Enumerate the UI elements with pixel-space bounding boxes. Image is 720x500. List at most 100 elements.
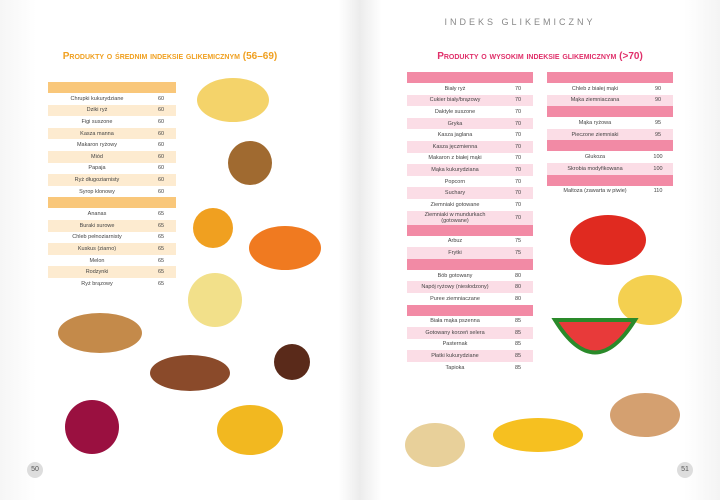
name-cell: Mąka ryżowa (578, 119, 612, 126)
value-cell: 85 (514, 318, 522, 325)
table-row: Bób gotowany 80 (407, 270, 533, 282)
name-cell: Daktyle suszone (434, 108, 476, 115)
name-cell: Gotowany korzeń selera (425, 329, 485, 336)
table-row: Chrupki kukurydziane 60 (48, 93, 176, 105)
name-cell: Popcorn (444, 178, 466, 185)
value-cell: 60 (157, 95, 165, 102)
value-cell: 90 (654, 97, 662, 104)
table-row: Glukoza 100 (547, 151, 673, 163)
value-cell: 95 (654, 131, 662, 138)
parsnip (405, 423, 465, 467)
table-row: Makaron z białej mąki 70 (407, 153, 533, 165)
table-row: Cukier biały/brązowy 70 (407, 94, 533, 107)
name-cell: Skrobia modyfikowana (567, 165, 623, 172)
value-cell: 70 (514, 201, 522, 208)
table-row: Mąka ryżowa 95 (547, 117, 673, 129)
table-row: Chleb z białej mąki 90 (547, 83, 673, 95)
table-row: Chleb pełnoziarnisty 65 (48, 232, 176, 244)
raisins (274, 344, 310, 380)
name-cell: Arbuz (447, 238, 463, 245)
value-cell: 85 (514, 329, 522, 336)
table-row: Mąka ziemniaczana 90 (547, 94, 673, 107)
value-cell: 65 (157, 245, 165, 252)
value-cell: 70 (514, 178, 522, 185)
honey (193, 208, 233, 248)
name-cell: Suchary (444, 190, 466, 197)
name-cell: Bób gotowany (437, 272, 473, 279)
name-cell: Makaron ryżowy (76, 142, 118, 149)
table: Chrupki kukurydziane 60 Dziki ryż 60 Figi su… (48, 82, 176, 290)
page-number: 51 (677, 462, 693, 478)
bread (58, 313, 142, 353)
table-row: Gotowany korzeń selera 85 (407, 327, 533, 339)
name-cell: Mąka ziemniaczana (570, 97, 620, 104)
pasta (618, 275, 682, 325)
name-cell: Płatki kukurydziane (431, 353, 479, 360)
name-cell: Buraki surowe (79, 222, 115, 229)
table-row: Napój ryżowy (niesłodzony) 80 (407, 281, 533, 293)
table-row: Daktyle suszone 70 (407, 106, 533, 118)
table-row: Puree ziemniaczane 80 (407, 293, 533, 305)
page-number: 50 (27, 462, 43, 478)
table-row: Arbuz 75 (407, 236, 533, 248)
name-cell: Kasza manna (80, 130, 114, 137)
value-cell: 70 (514, 120, 522, 127)
value-cell: 70 (514, 97, 522, 104)
table-row: Ziemniaki gotowane 70 (407, 199, 533, 211)
table-row: Biały ryż 70 (407, 83, 533, 95)
value-cell: 60 (157, 153, 165, 160)
value-cell: 75 (514, 249, 522, 256)
name-cell: Gryka (447, 120, 463, 127)
value-cell: 70 (514, 166, 522, 173)
table-row: Buraki surowe 65 (48, 219, 176, 232)
name-cell: Maltoza (zawarta w piwie) (563, 188, 627, 195)
group-bar (407, 304, 533, 316)
name-cell: Biały ryż (444, 85, 466, 92)
value-cell: 85 (514, 364, 522, 371)
potatoes (570, 215, 646, 265)
name-cell: Ryż długoziarnisty (74, 176, 120, 183)
table-row: Figi suszone 60 (48, 116, 176, 128)
name-cell: Chleb z białej mąki (571, 85, 619, 92)
name-cell: Mąka kukurydziana (431, 166, 479, 173)
name-cell: Puree ziemniaczane (430, 295, 480, 302)
name-cell: Ananas (87, 211, 107, 218)
value-cell: 60 (157, 165, 165, 172)
table-row: Ryż brązowy 65 (48, 278, 176, 290)
name-cell: Chleb pełnoziarnisty (72, 234, 122, 241)
value-cell: 80 (514, 295, 522, 302)
value-cell: 75 (514, 238, 522, 245)
name-cell: Rodzynki (85, 269, 109, 276)
value-cell: 80 (514, 284, 522, 291)
value-cell: 65 (157, 257, 165, 264)
table-row: Biała mąka pszenna 85 (407, 316, 533, 328)
value-cell: 100 (653, 165, 663, 172)
table-row: Tapioka 85 (407, 362, 533, 374)
white-bread (610, 393, 680, 437)
melon (188, 273, 242, 327)
brown-rice (150, 355, 230, 391)
name-cell: Miód (91, 153, 103, 160)
name-cell: Ziemniaki gotowane (430, 201, 480, 208)
name-cell: Pieczone ziemniaki (571, 131, 619, 138)
value-cell: 85 (514, 341, 522, 348)
value-cell: 70 (514, 108, 522, 115)
table-row: Suchary 70 (407, 187, 533, 199)
table-row: Papaja 60 (48, 163, 176, 175)
value-cell: 100 (653, 154, 663, 161)
table-row: Dziki ryż 60 (48, 104, 176, 117)
name-cell: Glukoza (584, 154, 606, 161)
corn-chips (197, 78, 269, 122)
table-row: Kasza manna 60 (48, 127, 176, 140)
name-cell: Ryż brązowy (81, 280, 113, 287)
table-row: Mąka kukurydziana 70 (407, 164, 533, 176)
table-row: Pieczone ziemniaki 95 (547, 128, 673, 141)
right-title: Produkty o wysokim indeksie glikemicznym… (437, 51, 643, 62)
value-cell: 95 (654, 119, 662, 126)
name-cell: Dziki ryż (86, 107, 108, 114)
group-bar (547, 72, 673, 83)
group-bar (48, 82, 176, 93)
value-cell: 60 (157, 142, 165, 149)
